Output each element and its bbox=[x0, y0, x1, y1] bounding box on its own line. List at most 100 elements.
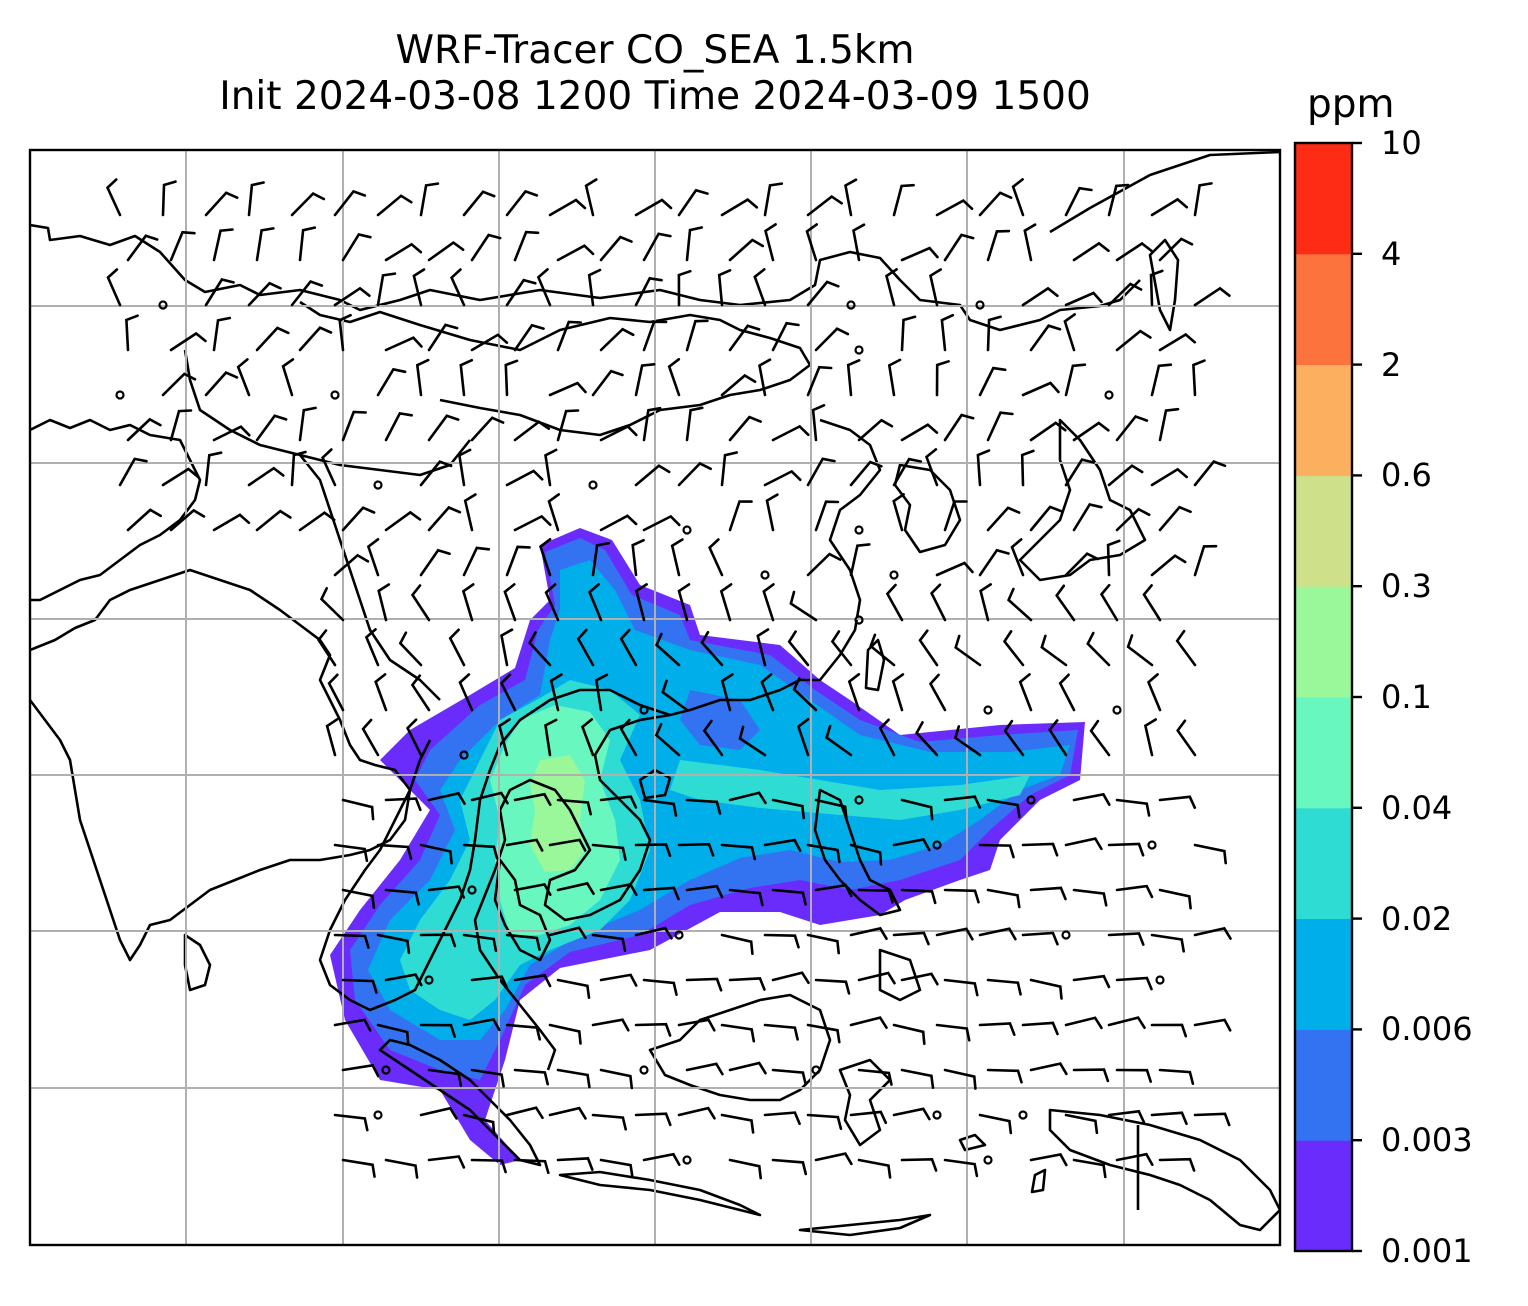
wind-barb bbox=[1192, 359, 1206, 397]
wind-barb bbox=[1072, 888, 1108, 907]
wind-barb bbox=[333, 1113, 369, 1132]
wind-barb bbox=[943, 1158, 979, 1178]
wind-barb bbox=[505, 1106, 544, 1120]
wind-barb bbox=[642, 514, 681, 532]
wind-barb bbox=[887, 358, 902, 397]
colorbar-tick-label: 10 bbox=[1381, 124, 1422, 162]
wind-barb bbox=[377, 583, 391, 622]
coastline-hainan bbox=[638, 768, 672, 800]
wind-barb bbox=[427, 323, 459, 352]
wind-barb bbox=[1115, 329, 1152, 352]
wind-barb bbox=[470, 975, 509, 989]
wind-barb bbox=[771, 1158, 808, 1176]
wind-barb bbox=[760, 673, 775, 712]
coastline-philippines bbox=[813, 788, 922, 1002]
wind-barb bbox=[943, 1068, 977, 1090]
wind-barb bbox=[1193, 1018, 1232, 1032]
wind-barb bbox=[953, 725, 982, 757]
wind-barb bbox=[1175, 629, 1197, 667]
map-frame bbox=[28, 148, 1282, 1247]
wind-barb bbox=[720, 1023, 756, 1043]
title-line-1: WRF-Tracer CO_SEA 1.5km bbox=[395, 28, 915, 73]
wind-barb bbox=[457, 448, 472, 487]
wind-barb bbox=[459, 358, 474, 397]
wind-barb bbox=[374, 673, 388, 712]
calm-wind-circle bbox=[854, 795, 864, 805]
wind-barb bbox=[806, 933, 840, 955]
wind-barb bbox=[169, 409, 193, 442]
wind-barb bbox=[763, 1023, 799, 1041]
wind-barb bbox=[384, 888, 420, 906]
wind-barb bbox=[943, 500, 968, 532]
wind-barb bbox=[513, 973, 552, 988]
wind-barb bbox=[891, 673, 905, 712]
wind-barb bbox=[885, 583, 904, 622]
wind-barb bbox=[892, 1023, 926, 1046]
wind-barb bbox=[126, 508, 162, 532]
wind-barb bbox=[1072, 241, 1110, 262]
wind-barb bbox=[556, 1068, 591, 1089]
wind-barb bbox=[513, 792, 552, 806]
wind-barb bbox=[642, 798, 678, 817]
wind-barb bbox=[599, 1158, 634, 1179]
wind-barb bbox=[667, 358, 681, 397]
wind-barb bbox=[384, 973, 423, 987]
calm-wind-circle bbox=[975, 300, 985, 310]
wind-barb bbox=[376, 367, 407, 397]
wind-barb bbox=[580, 718, 595, 757]
wind-barb bbox=[814, 978, 851, 995]
calm-wind-circle bbox=[373, 1110, 383, 1120]
wind-barb bbox=[556, 409, 580, 442]
wind-barb bbox=[771, 888, 807, 906]
wind-barb bbox=[764, 223, 777, 262]
wind-barb bbox=[462, 546, 491, 577]
wind-barb bbox=[943, 978, 979, 997]
wind-barb bbox=[556, 1157, 594, 1171]
wind-barb bbox=[763, 182, 784, 217]
wind-barb bbox=[1158, 332, 1197, 352]
wind-barb bbox=[685, 884, 724, 899]
wind-barb bbox=[528, 631, 552, 667]
wind-barb bbox=[341, 798, 375, 821]
wind-barb bbox=[255, 414, 288, 442]
wind-barb bbox=[1007, 587, 1033, 622]
wind-barb bbox=[548, 1106, 587, 1120]
wind-barb bbox=[587, 268, 602, 307]
colorbar-segment-0.3 bbox=[1295, 475, 1352, 587]
wind-barb bbox=[341, 978, 378, 994]
wind-barb bbox=[333, 933, 370, 949]
coastline-taiwan bbox=[864, 638, 886, 692]
wind-barb bbox=[935, 561, 974, 577]
wind-barb bbox=[161, 467, 199, 487]
wind-barb bbox=[685, 798, 722, 815]
wind-barb bbox=[513, 323, 545, 352]
wind-barb bbox=[594, 673, 609, 712]
wind-barb bbox=[814, 500, 840, 532]
wind-barb bbox=[1115, 798, 1151, 817]
wind-barb bbox=[811, 404, 826, 442]
wind-barb bbox=[634, 1112, 672, 1127]
wind-barb bbox=[1020, 449, 1035, 487]
wind-barb bbox=[928, 673, 947, 712]
wind-barb bbox=[642, 406, 662, 442]
wind-barb bbox=[470, 416, 505, 442]
wind-barb bbox=[1115, 507, 1151, 532]
calm-wind-circle bbox=[1155, 975, 1165, 985]
wind-barb bbox=[470, 333, 509, 352]
wind-barb bbox=[576, 628, 595, 667]
wind-barb bbox=[319, 587, 345, 622]
wind-barb bbox=[327, 673, 345, 712]
wind-barb bbox=[634, 198, 673, 217]
wind-barb bbox=[161, 372, 197, 397]
wind-barb bbox=[106, 268, 122, 307]
wind-barb bbox=[427, 791, 466, 805]
wind-barb bbox=[1064, 837, 1103, 851]
wind-barb bbox=[918, 629, 939, 667]
wind-barb bbox=[1107, 1016, 1146, 1029]
wind-barb bbox=[548, 1023, 582, 1045]
calm-wind-circle bbox=[854, 615, 864, 625]
wind-barb bbox=[1029, 886, 1067, 901]
wind-barb bbox=[1193, 1112, 1231, 1127]
wind-barb bbox=[169, 230, 196, 262]
wind-barb bbox=[708, 538, 724, 577]
